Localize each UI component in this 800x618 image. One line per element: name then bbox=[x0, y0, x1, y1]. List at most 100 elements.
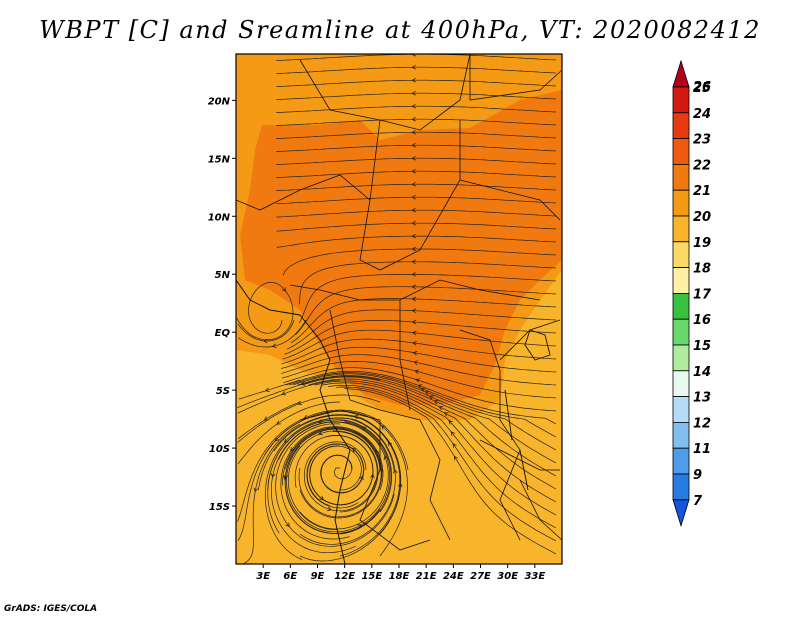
colorbar-label: 25 bbox=[693, 81, 711, 96]
colorbar-label: 14 bbox=[693, 365, 711, 380]
streamline bbox=[237, 401, 341, 465]
streamline bbox=[281, 361, 557, 399]
colorbar-label: 22 bbox=[693, 158, 711, 173]
streamline-arrow bbox=[417, 384, 423, 389]
streamline bbox=[238, 379, 301, 400]
streamline bbox=[237, 375, 381, 409]
streamline bbox=[282, 329, 557, 360]
lon-tick-label: 21E bbox=[416, 571, 437, 582]
streamline-arrow bbox=[411, 272, 416, 277]
streamline bbox=[276, 144, 557, 152]
streamline-arrow bbox=[359, 475, 364, 481]
colorbar-label: 13 bbox=[693, 391, 711, 406]
colorbar-label: 24 bbox=[693, 107, 711, 122]
streamline-arrow bbox=[452, 443, 457, 448]
streamline-arrow bbox=[414, 369, 419, 374]
lat-tick-label: 15N bbox=[208, 154, 231, 165]
streamline-arrow bbox=[276, 420, 281, 425]
streamline bbox=[287, 430, 379, 530]
lon-tick-label: 12E bbox=[334, 571, 355, 582]
lon-tick-label: 9E bbox=[311, 571, 325, 582]
streamline-arrow bbox=[443, 412, 449, 417]
lon-tick-label: 27E bbox=[470, 571, 491, 582]
streamline-arrow bbox=[420, 387, 426, 392]
streamline bbox=[281, 354, 557, 386]
border-line bbox=[299, 54, 471, 131]
border-line bbox=[299, 409, 431, 551]
streamline-arrow bbox=[411, 246, 416, 252]
colorbar-segment bbox=[672, 189, 690, 217]
latitude-axis: 20N 15N 10N 5N EQ 5S 10S 15S bbox=[208, 96, 236, 513]
streamline bbox=[275, 423, 395, 547]
streamline bbox=[236, 282, 294, 341]
streamline-arrow bbox=[411, 129, 416, 135]
border-line bbox=[236, 174, 371, 211]
border-line bbox=[459, 329, 521, 541]
wbpt-shading bbox=[236, 54, 562, 564]
streamline bbox=[281, 346, 557, 373]
colorbar-segment bbox=[672, 421, 690, 449]
streamline-arrow bbox=[281, 391, 287, 396]
lake-outline bbox=[519, 449, 529, 491]
streamline bbox=[303, 431, 378, 512]
colorbar-segment bbox=[672, 447, 690, 475]
streamline bbox=[276, 183, 557, 191]
border-line bbox=[459, 179, 561, 221]
lon-tick-label: 33E bbox=[524, 571, 545, 582]
colorbar-segment bbox=[672, 473, 690, 501]
streamline-arrow bbox=[411, 194, 416, 200]
streamline bbox=[264, 410, 408, 557]
streamline bbox=[307, 443, 364, 507]
lake-outline bbox=[504, 389, 513, 441]
streamline bbox=[237, 319, 295, 342]
wbpt-warm-region bbox=[240, 90, 562, 405]
streamline-arrow bbox=[415, 378, 421, 383]
streamline-arrow bbox=[411, 77, 416, 83]
streamline bbox=[276, 105, 557, 113]
lon-tick-label: 6E bbox=[283, 571, 297, 582]
streamline-arrow bbox=[411, 142, 416, 148]
streamline bbox=[285, 370, 557, 425]
streamline bbox=[238, 401, 301, 439]
lon-tick-label: 30E bbox=[497, 571, 518, 582]
streamline bbox=[286, 421, 391, 533]
streamline-arrow bbox=[411, 64, 416, 70]
streamline bbox=[267, 419, 392, 535]
colorbar-segment bbox=[672, 241, 690, 269]
streamline bbox=[308, 378, 557, 490]
colorbar-label: 12 bbox=[693, 416, 711, 431]
country-borders bbox=[236, 54, 562, 564]
streamline-arrow bbox=[453, 455, 459, 461]
grads-credit: GrADS: IGES/COLA bbox=[4, 604, 98, 614]
colorbar-label: 26 bbox=[693, 80, 711, 95]
streamline-arrow bbox=[411, 168, 416, 174]
lat-tick-label: 10N bbox=[208, 212, 231, 223]
colorbar-segment bbox=[672, 370, 690, 397]
border-line bbox=[519, 479, 562, 541]
streamline-arrow bbox=[397, 482, 403, 488]
streamline-arrow bbox=[411, 90, 416, 96]
streamline bbox=[276, 131, 557, 139]
streamline bbox=[314, 380, 557, 503]
streamline-arrow bbox=[318, 431, 323, 436]
colorbar-label: 7 bbox=[693, 494, 703, 509]
streamline bbox=[276, 118, 557, 126]
streamline-arrow bbox=[375, 449, 380, 455]
streamline-arrow bbox=[450, 431, 456, 436]
colorbar-label: 16 bbox=[693, 313, 711, 328]
streamline bbox=[276, 170, 557, 178]
streamline-arrow bbox=[271, 343, 277, 348]
streamline bbox=[276, 79, 557, 87]
colorbar-segment bbox=[672, 138, 690, 165]
lat-tick-label: 5N bbox=[215, 270, 231, 281]
colorbar-label: 9 bbox=[693, 468, 702, 483]
streamline-arrow bbox=[319, 495, 325, 501]
streamline-arrow bbox=[411, 284, 416, 290]
streamline-arrow bbox=[428, 395, 434, 400]
streamline bbox=[276, 157, 557, 165]
streamline bbox=[303, 376, 557, 477]
streamline bbox=[289, 372, 557, 438]
streamline bbox=[276, 209, 557, 218]
colorbar-segment bbox=[672, 318, 690, 346]
